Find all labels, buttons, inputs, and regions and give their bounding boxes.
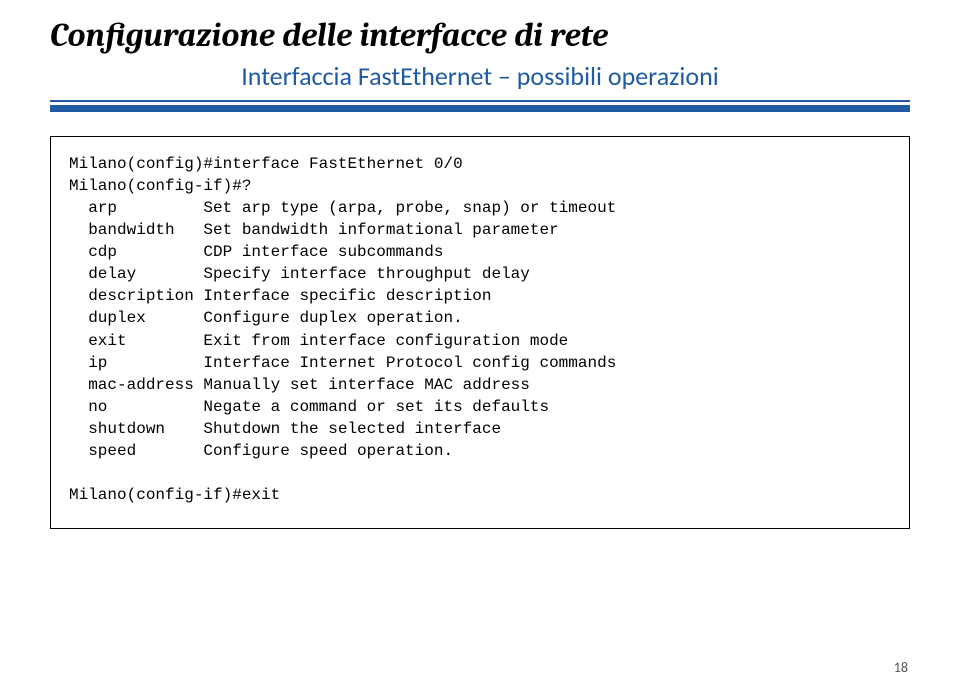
divider-thin	[50, 100, 910, 102]
code-block: Milano(config)#interface FastEthernet 0/…	[50, 136, 910, 529]
divider	[50, 100, 910, 114]
page-number: 18	[894, 659, 908, 676]
divider-thick	[50, 105, 910, 112]
page-subtitle: Interfaccia FastEthernet – possibili ope…	[50, 60, 910, 92]
page-title: Configurazione delle interfacce di rete	[50, 18, 910, 56]
slide-container: Configurazione delle interfacce di rete …	[0, 0, 960, 694]
